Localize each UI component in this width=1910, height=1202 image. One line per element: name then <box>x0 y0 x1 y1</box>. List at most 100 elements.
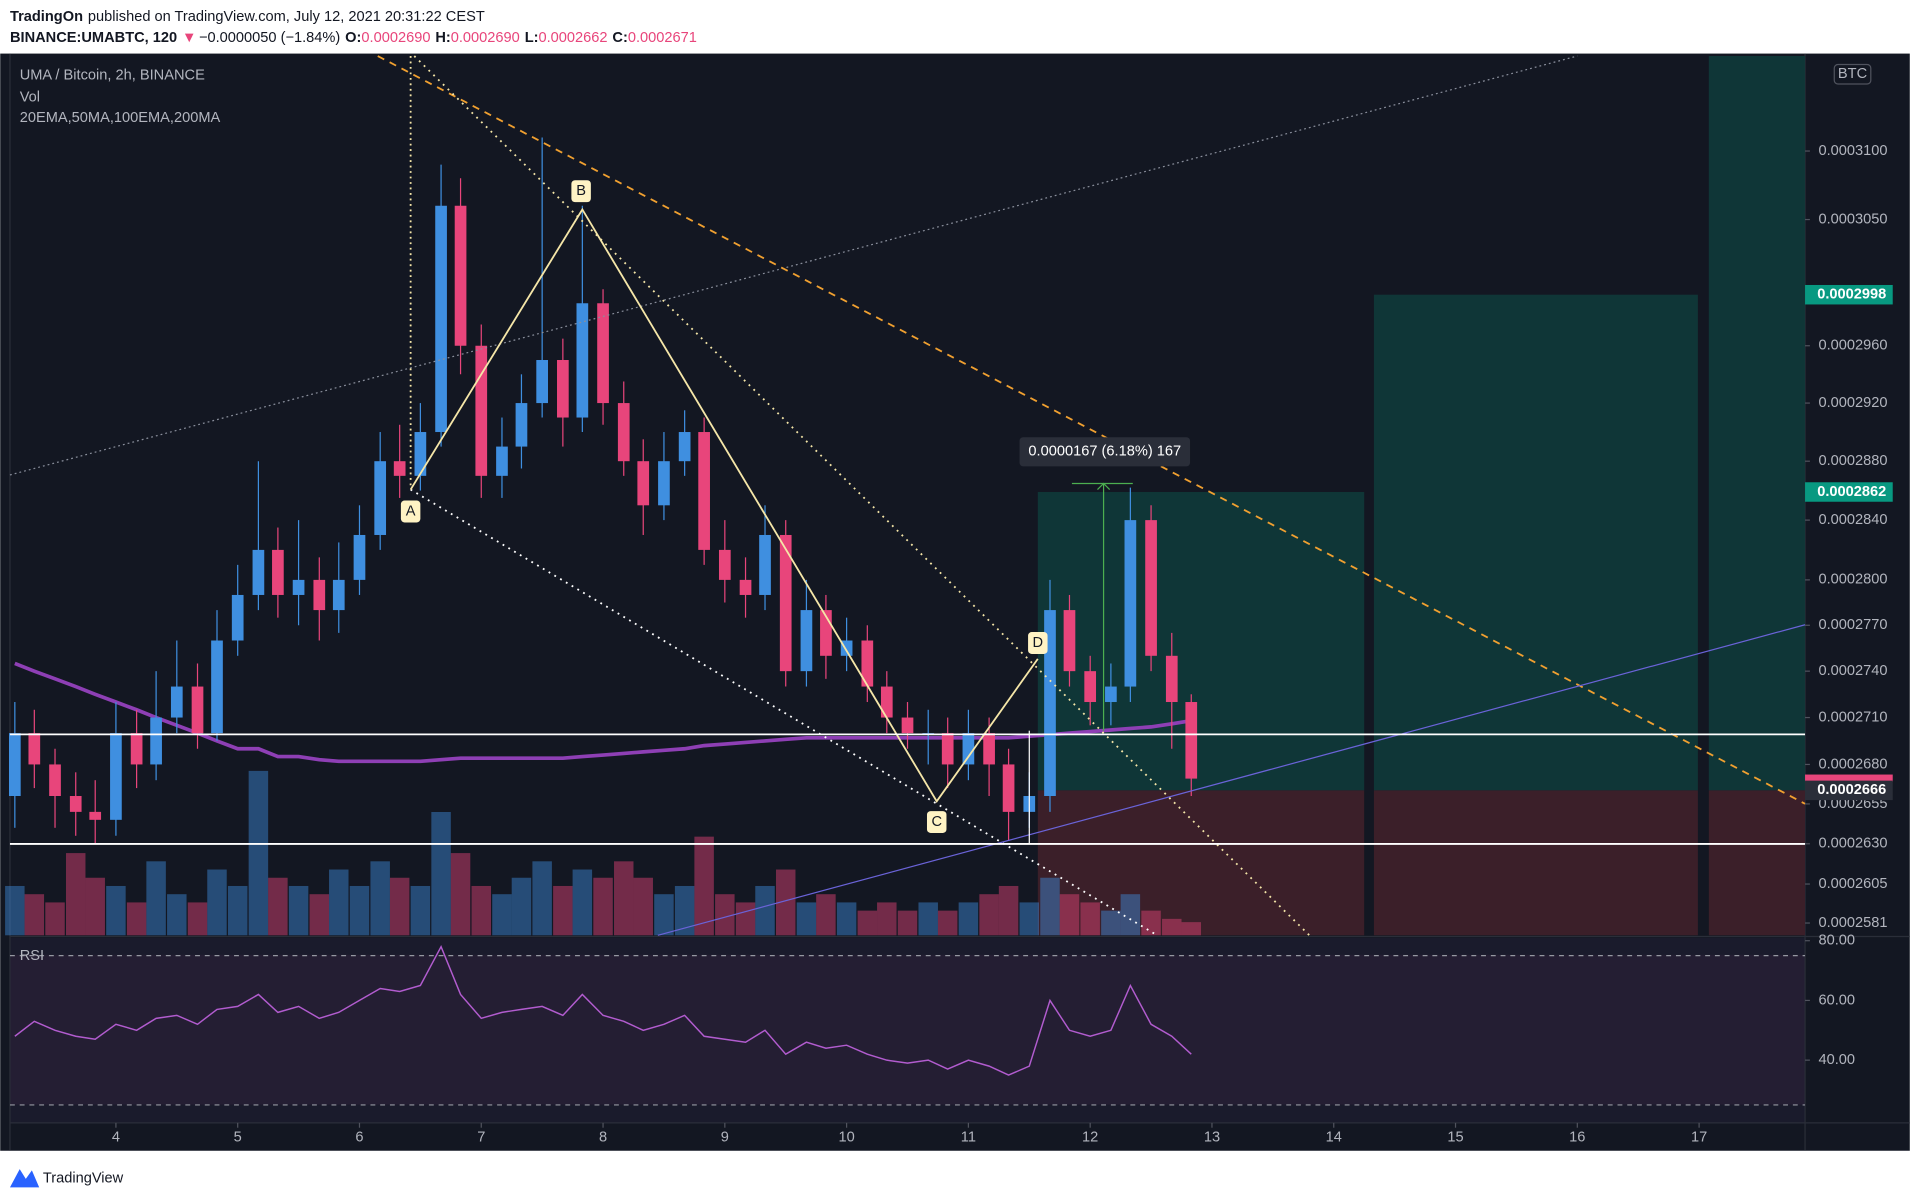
candle-body <box>1124 520 1137 687</box>
point-D: D <box>1028 632 1048 654</box>
volume-bar <box>268 877 288 936</box>
volume-bar <box>492 894 512 936</box>
published-info: published on TradingView.com, July 12, 2… <box>88 9 485 25</box>
stop-zone <box>1037 790 1365 936</box>
x-tick-label: 13 <box>1204 1129 1220 1145</box>
point-A: A <box>400 500 421 523</box>
candle-body <box>1145 520 1157 656</box>
candle-body <box>89 811 102 820</box>
candle-body <box>69 796 82 812</box>
volume-legend: Vol <box>20 89 40 105</box>
price-tag-label: 0.0002862 <box>1817 484 1886 500</box>
volume-bar <box>85 877 105 936</box>
volume-bar <box>1181 922 1202 936</box>
logo <box>9 1169 40 1188</box>
volume-bar <box>654 894 674 936</box>
candle-body <box>414 432 427 476</box>
volume-bar <box>1101 910 1121 936</box>
candle-body <box>313 579 326 611</box>
x-tick-label: 6 <box>355 1129 363 1145</box>
open-value: 0.0002690 <box>361 30 430 46</box>
candle-body <box>8 733 21 797</box>
currency-label: BTC <box>1838 66 1867 82</box>
x-tick-label: 14 <box>1326 1129 1342 1145</box>
volume-bar <box>410 885 431 936</box>
volume-bar <box>897 910 918 936</box>
y-tick-label: 60.00 <box>1818 992 1855 1008</box>
candle-body <box>617 403 630 462</box>
y-tick-label: 0.0002960 <box>1818 338 1887 354</box>
volume-bar <box>715 894 735 936</box>
volume-bar <box>288 885 309 936</box>
volume-bar <box>532 861 552 936</box>
candle-body <box>536 360 549 404</box>
point-label: D <box>1033 635 1044 651</box>
point-C: C <box>926 811 947 833</box>
volume-bar <box>370 861 390 936</box>
y-tick-label: 0.0002605 <box>1818 876 1887 892</box>
y-tick-label: 0.0002710 <box>1818 709 1887 725</box>
candle-body <box>597 303 609 404</box>
volume-bar <box>1141 910 1161 936</box>
volume-bar <box>877 902 897 936</box>
volume-bar <box>1040 877 1060 936</box>
volume-bar <box>1080 902 1100 936</box>
volume-layer <box>5 770 1202 936</box>
footer <box>0 1150 1910 1202</box>
point-label: C <box>931 814 942 830</box>
candle-body <box>496 446 508 476</box>
volume-bar <box>450 853 471 936</box>
volume-bar <box>248 770 269 936</box>
volume-bar <box>65 853 86 936</box>
candle-body <box>576 303 589 418</box>
open-label: O: <box>345 30 361 46</box>
candle-body <box>820 610 832 656</box>
point-label: A <box>406 503 416 519</box>
x-tick-label: 12 <box>1082 1129 1098 1145</box>
volume-bar <box>857 910 878 936</box>
ma-legend: 20EMA,50MA,100EMA,200MA <box>20 110 221 126</box>
volume-bar <box>227 885 248 936</box>
low-value: 0.0002662 <box>538 30 607 46</box>
volume-bar <box>633 877 653 936</box>
y-tick-label: 0.0002581 <box>1818 915 1887 931</box>
publisher: TradingOn <box>10 9 83 25</box>
candle-layer <box>8 137 1198 844</box>
rsi-layer: 80.00 60.00 40.00 <box>9 933 1855 1106</box>
candle-body <box>130 733 143 765</box>
candle-body <box>49 764 61 797</box>
candle-body <box>435 205 447 433</box>
volume-bar <box>836 902 857 936</box>
candle-body <box>658 461 670 506</box>
stop-zone <box>1708 790 1806 936</box>
volume-bar <box>958 902 979 936</box>
x-tick-label: 5 <box>234 1129 242 1145</box>
change: −0.0000050 (−1.84%) <box>199 30 340 46</box>
volume-bar <box>796 902 817 936</box>
candle-body <box>941 733 954 765</box>
low-label: L: <box>525 30 539 46</box>
volume-bar <box>471 885 492 936</box>
candle-body <box>1105 686 1117 703</box>
currency-badge <box>1833 63 1872 85</box>
y-tick-label: 0.0002630 <box>1818 836 1887 852</box>
candle-body <box>393 461 406 476</box>
point-badge <box>571 180 591 203</box>
x-tick-label: 16 <box>1569 1129 1585 1145</box>
support-line <box>657 624 1806 936</box>
point-B: B <box>571 180 591 203</box>
point-label: B <box>576 183 586 199</box>
volume-bar <box>593 877 613 936</box>
y-tick-label: 0.0003050 <box>1818 211 1887 227</box>
close-label: C: <box>612 30 627 46</box>
volume-bar <box>511 877 532 936</box>
candle-body <box>557 360 569 418</box>
volume-bar <box>146 861 166 936</box>
y-tick-label: 0.0002800 <box>1818 572 1887 588</box>
volume-bar <box>694 836 714 936</box>
price-tag <box>1805 482 1893 502</box>
candle-body <box>861 640 874 687</box>
volume-bar <box>389 877 410 936</box>
